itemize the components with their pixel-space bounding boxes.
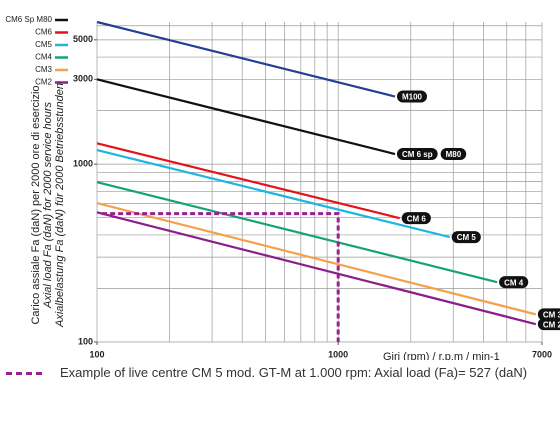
line-label-pill: [499, 276, 529, 289]
line-label-text: M80: [446, 150, 462, 159]
line-label-text: CM 3: [543, 310, 560, 319]
line-label-text: M100: [402, 93, 423, 102]
series-line: [96, 20, 396, 98]
x-tick-label: 100: [89, 349, 104, 359]
series-line: [96, 78, 396, 156]
series-line: [96, 211, 537, 326]
line-label-pill: [440, 148, 467, 161]
y-tick-label: 100: [78, 336, 93, 346]
legend-label: CM6: [35, 28, 52, 37]
line-label-text: CM 4: [504, 278, 524, 287]
legend-label: CM6 Sp M80: [5, 15, 52, 24]
x-axis-title: Giri (rpm) / r.p.m / min-1: [383, 351, 500, 360]
line-label: M100: [396, 90, 427, 103]
legend-label: CM5: [35, 40, 52, 49]
y-tick-label: 3000: [73, 74, 93, 84]
y-tick-label: 1000: [73, 159, 93, 169]
line-label-pill: [396, 148, 438, 161]
legend-label: CM2: [35, 78, 52, 87]
example-line: [102, 212, 340, 342]
series-line: [96, 142, 401, 220]
line-label: CM 3: [537, 308, 560, 321]
x-tick-label: 1000: [328, 349, 348, 359]
line-label-text: CM 5: [457, 233, 477, 242]
y-axis-title: Carico assiale Fa (daN) per 2000 ore di …: [30, 85, 42, 324]
example-legend-line: [6, 372, 42, 375]
line-label-pill: [537, 308, 560, 321]
line-label: M80: [440, 148, 467, 161]
legend-label: CM4: [35, 53, 52, 62]
legend-label: CM3: [35, 65, 52, 74]
line-label-pill: [401, 212, 431, 225]
caption: Example of live centre CM 5 mod. GT-M at…: [60, 365, 528, 380]
x-tick-label: 7000: [532, 349, 552, 359]
series-line: [96, 149, 450, 239]
series-line: [96, 202, 537, 316]
line-label: CM 6 sp: [396, 148, 438, 161]
series-line: [96, 181, 498, 284]
line-label: CM 2: [537, 318, 560, 331]
line-label-pill: [396, 90, 427, 103]
line-label: CM 4: [499, 276, 529, 289]
y-axis-title: Axial load Fa (daN) for 2000 service hou…: [42, 101, 54, 309]
y-tick-label: 5000: [73, 34, 93, 44]
plot-area: [97, 22, 542, 342]
line-label: CM 6: [401, 212, 431, 225]
line-label-pill: [537, 318, 560, 331]
line-label-text: CM 2: [543, 320, 560, 329]
line-label-text: CM 6: [407, 214, 427, 223]
line-label-pill: [451, 231, 481, 244]
line-label: CM 5: [451, 231, 481, 244]
line-label-text: CM 6 sp: [402, 150, 433, 159]
chart: 100 1000 3000 5000 100 1000 7000 Carico assiale…: [5, 15, 560, 360]
y-axis-title: Axialbelastung Fa (daN) für 2000 Betrieb…: [54, 83, 66, 328]
